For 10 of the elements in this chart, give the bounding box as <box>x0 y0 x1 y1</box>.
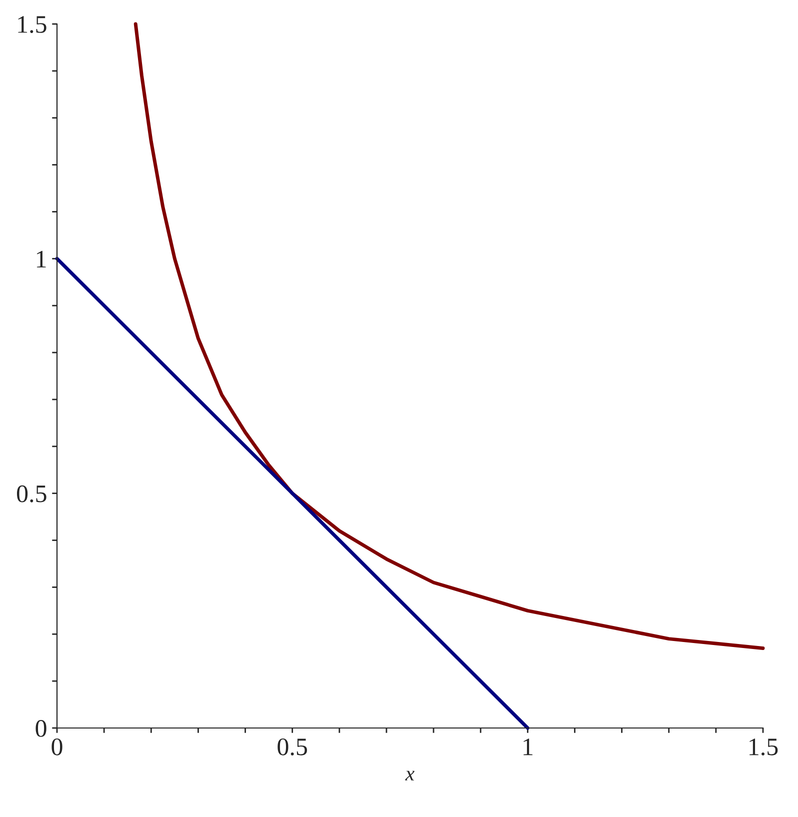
y-tick-label: 1.5 <box>18 16 46 34</box>
line-series <box>134 22 765 650</box>
y-tick-label: 0 <box>36 720 46 737</box>
x-axis-title: x <box>405 770 414 780</box>
x-tick-label: 0 <box>52 738 62 756</box>
y-tick-label: 0.5 <box>16 485 46 502</box>
x-tick-label: 1.5 <box>750 738 778 756</box>
x-tick-label: 0.5 <box>278 738 307 756</box>
x-tick-label: 1 <box>524 738 532 756</box>
y-tick-label: 1 <box>36 250 46 268</box>
